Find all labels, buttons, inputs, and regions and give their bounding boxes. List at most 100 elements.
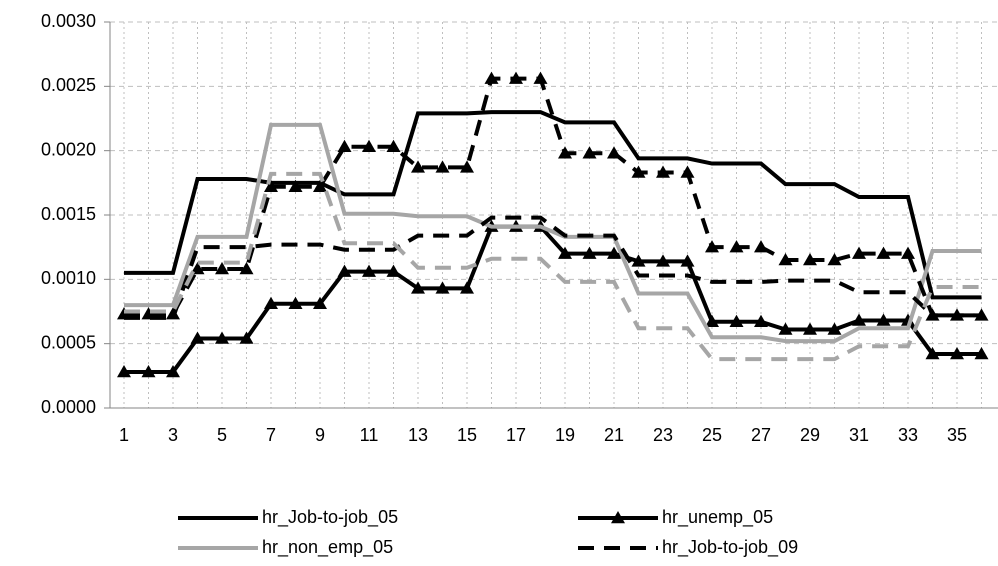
- marker: [264, 179, 278, 192]
- x-tick-label: 3: [168, 425, 178, 445]
- marker: [729, 240, 744, 253]
- marker: [656, 165, 670, 178]
- marker: [925, 346, 940, 360]
- y-tick-label: 0.0010: [41, 268, 96, 288]
- marker: [876, 313, 891, 326]
- marker: [705, 240, 719, 253]
- x-tick-label: 1: [119, 425, 129, 445]
- marker: [582, 246, 597, 259]
- y-tick-label: 0.0015: [41, 204, 96, 224]
- y-tick-label: 0.0020: [41, 139, 96, 159]
- marker: [950, 346, 964, 360]
- x-tick-label: 13: [408, 425, 428, 445]
- marker: [974, 308, 989, 321]
- marker: [680, 165, 695, 178]
- marker: [239, 262, 254, 275]
- marker: [313, 179, 327, 192]
- marker: [876, 246, 891, 259]
- marker: [827, 253, 842, 266]
- x-tick-label: 33: [898, 425, 918, 445]
- marker: [754, 240, 768, 253]
- marker: [411, 281, 425, 294]
- legend-label: hr_unemp_05: [662, 507, 773, 528]
- x-tick-label: 17: [506, 425, 526, 445]
- marker: [435, 160, 450, 173]
- marker: [166, 307, 180, 320]
- x-tick-label: 25: [702, 425, 722, 445]
- marker: [386, 139, 401, 153]
- marker: [337, 139, 352, 153]
- y-tick-label: 0.0025: [41, 75, 96, 95]
- marker: [288, 296, 303, 310]
- series-line: [124, 122, 982, 344]
- marker: [435, 281, 450, 294]
- legend-label: hr_Job-to-job_05: [262, 507, 398, 528]
- marker: [215, 331, 229, 344]
- marker: [631, 165, 646, 178]
- marker: [117, 364, 131, 378]
- marker: [386, 264, 401, 277]
- x-tick-label: 11: [360, 425, 379, 445]
- marker: [484, 71, 499, 84]
- marker: [680, 254, 695, 267]
- marker: [852, 246, 866, 259]
- legend-label: hr_non_emp_05: [262, 537, 393, 558]
- legend-marker: [611, 511, 625, 524]
- marker: [362, 139, 376, 153]
- legend-label: hr_Job-to-job_09: [662, 537, 798, 558]
- y-tick-label: 0.0030: [41, 11, 96, 31]
- marker: [754, 314, 768, 328]
- marker: [852, 313, 866, 326]
- x-tick-label: 7: [266, 425, 276, 445]
- marker: [460, 281, 474, 294]
- marker: [705, 314, 719, 328]
- marker: [950, 308, 964, 321]
- marker: [264, 296, 278, 310]
- marker: [925, 308, 940, 321]
- marker: [558, 146, 572, 159]
- marker: [827, 322, 842, 335]
- marker: [313, 296, 327, 310]
- x-tick-label: 23: [653, 425, 673, 445]
- x-tick-label: 5: [217, 425, 227, 445]
- marker: [239, 331, 254, 344]
- x-tick-label: 29: [800, 425, 820, 445]
- series-line: [124, 76, 982, 318]
- marker: [558, 246, 572, 259]
- marker: [509, 71, 523, 84]
- marker: [631, 254, 646, 267]
- marker: [362, 264, 376, 277]
- marker: [656, 254, 670, 267]
- x-tick-label: 27: [751, 425, 771, 445]
- marker: [607, 146, 621, 159]
- marker: [607, 246, 621, 259]
- y-tick-label: 0.0000: [41, 397, 96, 417]
- marker: [582, 146, 597, 159]
- marker: [974, 346, 989, 360]
- marker: [778, 253, 793, 266]
- marker: [190, 331, 205, 344]
- marker: [778, 322, 793, 335]
- series-line: [124, 171, 982, 362]
- marker: [901, 246, 915, 259]
- marker: [141, 307, 156, 320]
- x-tick-label: 9: [315, 425, 325, 445]
- marker: [460, 160, 474, 173]
- x-tick-label: 21: [604, 425, 624, 445]
- marker: [288, 179, 303, 192]
- marker: [190, 262, 205, 275]
- marker: [729, 314, 744, 328]
- marker: [337, 264, 352, 277]
- marker: [166, 364, 180, 378]
- marker: [141, 364, 156, 378]
- x-tick-label: 31: [849, 425, 869, 445]
- marker: [215, 262, 229, 275]
- marker: [803, 322, 817, 335]
- marker: [411, 160, 425, 173]
- x-tick-label: 19: [555, 425, 575, 445]
- series-line: [124, 224, 982, 374]
- marker: [533, 71, 548, 84]
- x-tick-label: 35: [947, 425, 967, 445]
